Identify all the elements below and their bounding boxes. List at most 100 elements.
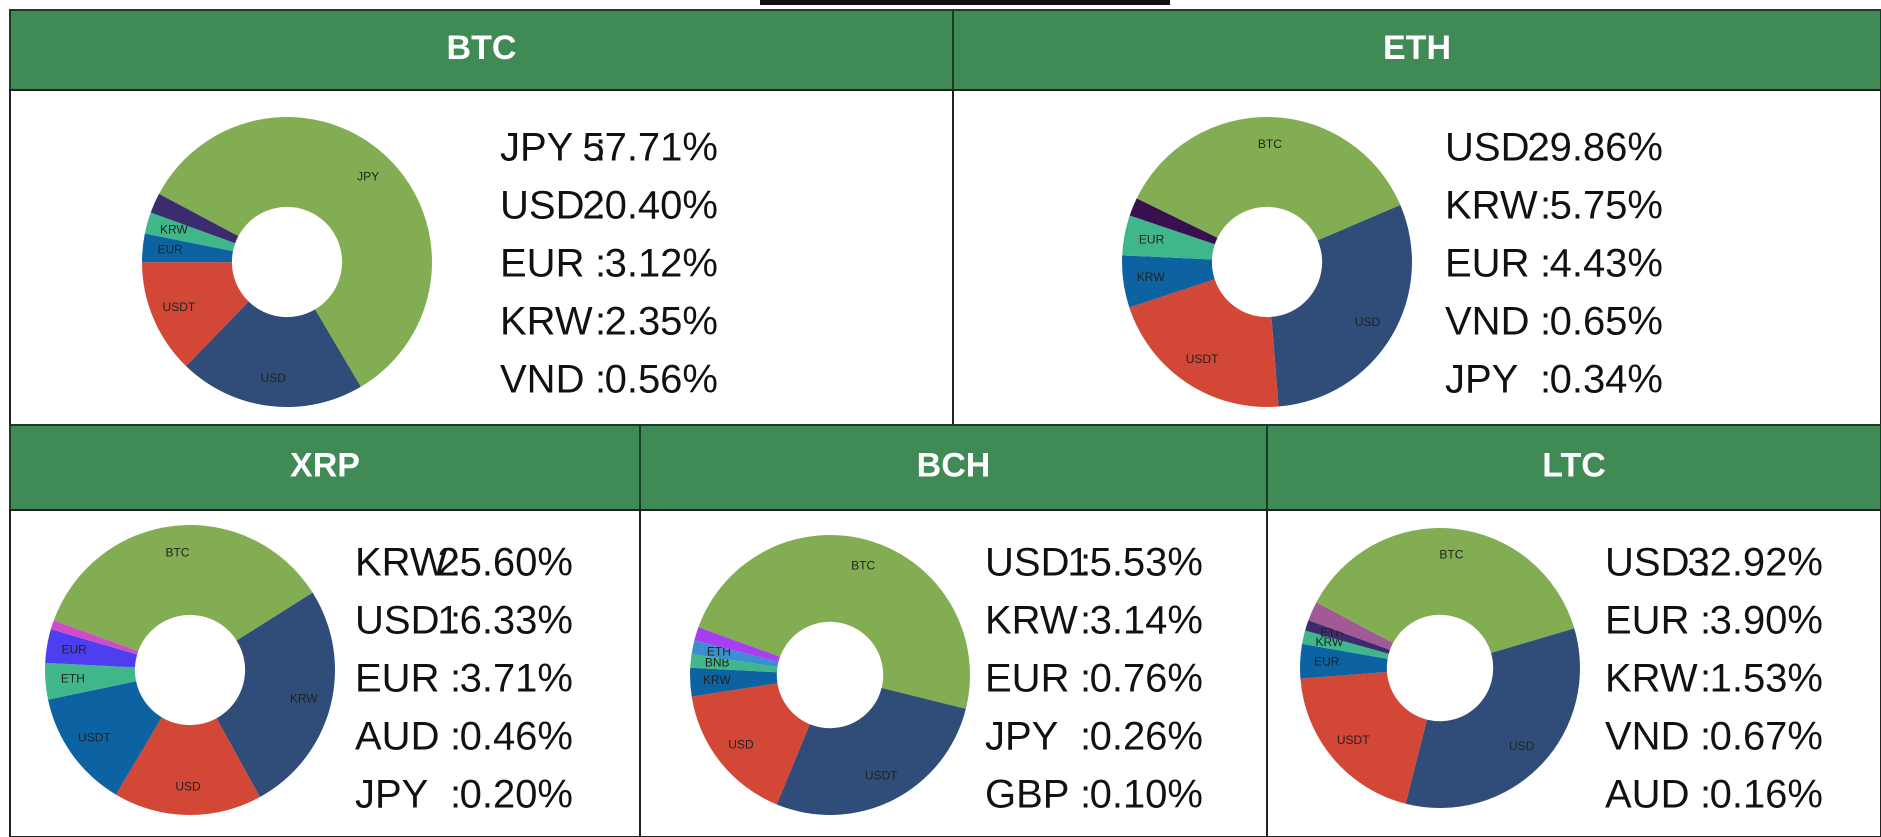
donut-slice	[115, 717, 260, 815]
list-value: 2.35%	[605, 300, 718, 344]
donut-slice	[691, 640, 779, 667]
list-separator: :	[450, 715, 461, 759]
list-separator: :	[1540, 358, 1551, 402]
donut-slice	[1316, 527, 1575, 653]
list-value: 3.14%	[1090, 599, 1203, 643]
list-separator: :	[1700, 657, 1711, 701]
donut-slice	[1300, 672, 1427, 804]
list-separator: :	[1700, 773, 1711, 817]
panel-header	[952, 9, 1881, 91]
donut-slice	[144, 212, 236, 252]
panel-header	[1266, 424, 1881, 511]
list-currency: KRW	[1445, 184, 1538, 228]
list-currency: KRW	[985, 599, 1078, 643]
donut-slice	[1129, 279, 1279, 407]
list-currency: JPY	[985, 715, 1058, 759]
list-value: 4.43%	[1550, 242, 1663, 286]
list-value: 3.12%	[605, 242, 718, 286]
list-currency: JPY	[355, 773, 428, 817]
donut-slice	[142, 262, 249, 367]
list-separator: :	[595, 126, 606, 170]
list-currency: KRW	[1605, 657, 1698, 701]
donut-slice	[1305, 620, 1390, 654]
panel-title: BCH	[917, 446, 991, 484]
list-value: 0.34%	[1550, 358, 1663, 402]
donut-slice	[698, 535, 970, 709]
donut-slice	[158, 116, 433, 387]
list-separator: :	[450, 657, 461, 701]
donut-slice	[1271, 205, 1412, 407]
slice-label: USDT	[1337, 733, 1370, 747]
donut-slice	[691, 683, 810, 805]
slice-label: EUR	[1314, 655, 1340, 669]
donut-slice	[53, 525, 313, 652]
list-currency: EUR	[500, 242, 584, 286]
donut-slice	[1300, 643, 1388, 679]
slice-label: KRW	[160, 223, 188, 237]
panel-title: BTC	[447, 29, 517, 67]
list-currency: EUR	[1445, 242, 1529, 286]
slice-label: BNB	[705, 656, 730, 670]
list-value: 32.92%	[1687, 541, 1823, 585]
donut-slice	[216, 592, 335, 798]
list-separator: :	[1540, 126, 1551, 170]
list-currency: VND	[1445, 300, 1529, 344]
donut-slice	[150, 193, 239, 244]
list-currency: GBP	[985, 773, 1069, 817]
list-value: 16.33%	[437, 599, 573, 643]
panel-body	[952, 89, 1881, 426]
donut-slice	[186, 301, 361, 407]
list-separator: :	[595, 184, 606, 228]
list-separator: :	[1700, 715, 1711, 759]
list-value: 29.86%	[1527, 126, 1663, 170]
slice-label: ETH	[61, 671, 85, 685]
list-separator: :	[595, 300, 606, 344]
donut-slice	[1405, 628, 1581, 808]
list-currency: USD	[355, 599, 439, 643]
slice-label: BTC	[1258, 137, 1282, 151]
list-value: 15.53%	[1067, 541, 1203, 585]
donut-slice	[694, 627, 781, 662]
list-value: 0.46%	[460, 715, 573, 759]
list-currency: EUR	[1605, 599, 1689, 643]
donut-slice	[1308, 602, 1394, 650]
list-value: 0.65%	[1550, 300, 1663, 344]
list-separator: :	[1080, 657, 1091, 701]
list-value: 0.26%	[1090, 715, 1203, 759]
list-value: 0.56%	[605, 358, 718, 402]
list-value: 3.71%	[460, 657, 573, 701]
donut-slice	[48, 681, 162, 795]
list-currency: AUD	[355, 715, 439, 759]
list-currency: JPY	[1445, 358, 1518, 402]
list-value: 25.60%	[437, 541, 573, 585]
slice-label: BTC	[1439, 547, 1463, 561]
list-value: 57.71%	[582, 126, 718, 170]
list-currency: AUD	[1605, 773, 1689, 817]
slice-label: EUR	[62, 643, 88, 657]
list-currency: KRW	[355, 541, 448, 585]
list-value: 5.75%	[1550, 184, 1663, 228]
list-value: 0.16%	[1710, 773, 1823, 817]
tab-underline	[760, 0, 1170, 5]
slice-label: USD	[1509, 739, 1535, 753]
donut-slice	[690, 653, 778, 673]
list-currency: USD	[1445, 126, 1529, 170]
list-currency: USD	[985, 541, 1069, 585]
list-value: 20.40%	[582, 184, 718, 228]
slice-label: KRW	[703, 673, 731, 687]
donut-slice	[141, 233, 233, 263]
slice-label: USD	[1355, 315, 1381, 329]
list-separator: :	[450, 773, 461, 817]
donut-slice	[1136, 116, 1401, 241]
panel-title: ETH	[1383, 29, 1451, 67]
list-separator: :	[450, 541, 461, 585]
panel-header	[9, 9, 954, 91]
slice-label: USD	[175, 780, 201, 794]
list-separator: :	[1700, 599, 1711, 643]
list-separator: :	[1700, 541, 1711, 585]
donut-slice	[1122, 255, 1215, 308]
donut-slice	[690, 667, 778, 697]
list-separator: :	[1540, 300, 1551, 344]
slice-label: USD	[261, 371, 287, 385]
